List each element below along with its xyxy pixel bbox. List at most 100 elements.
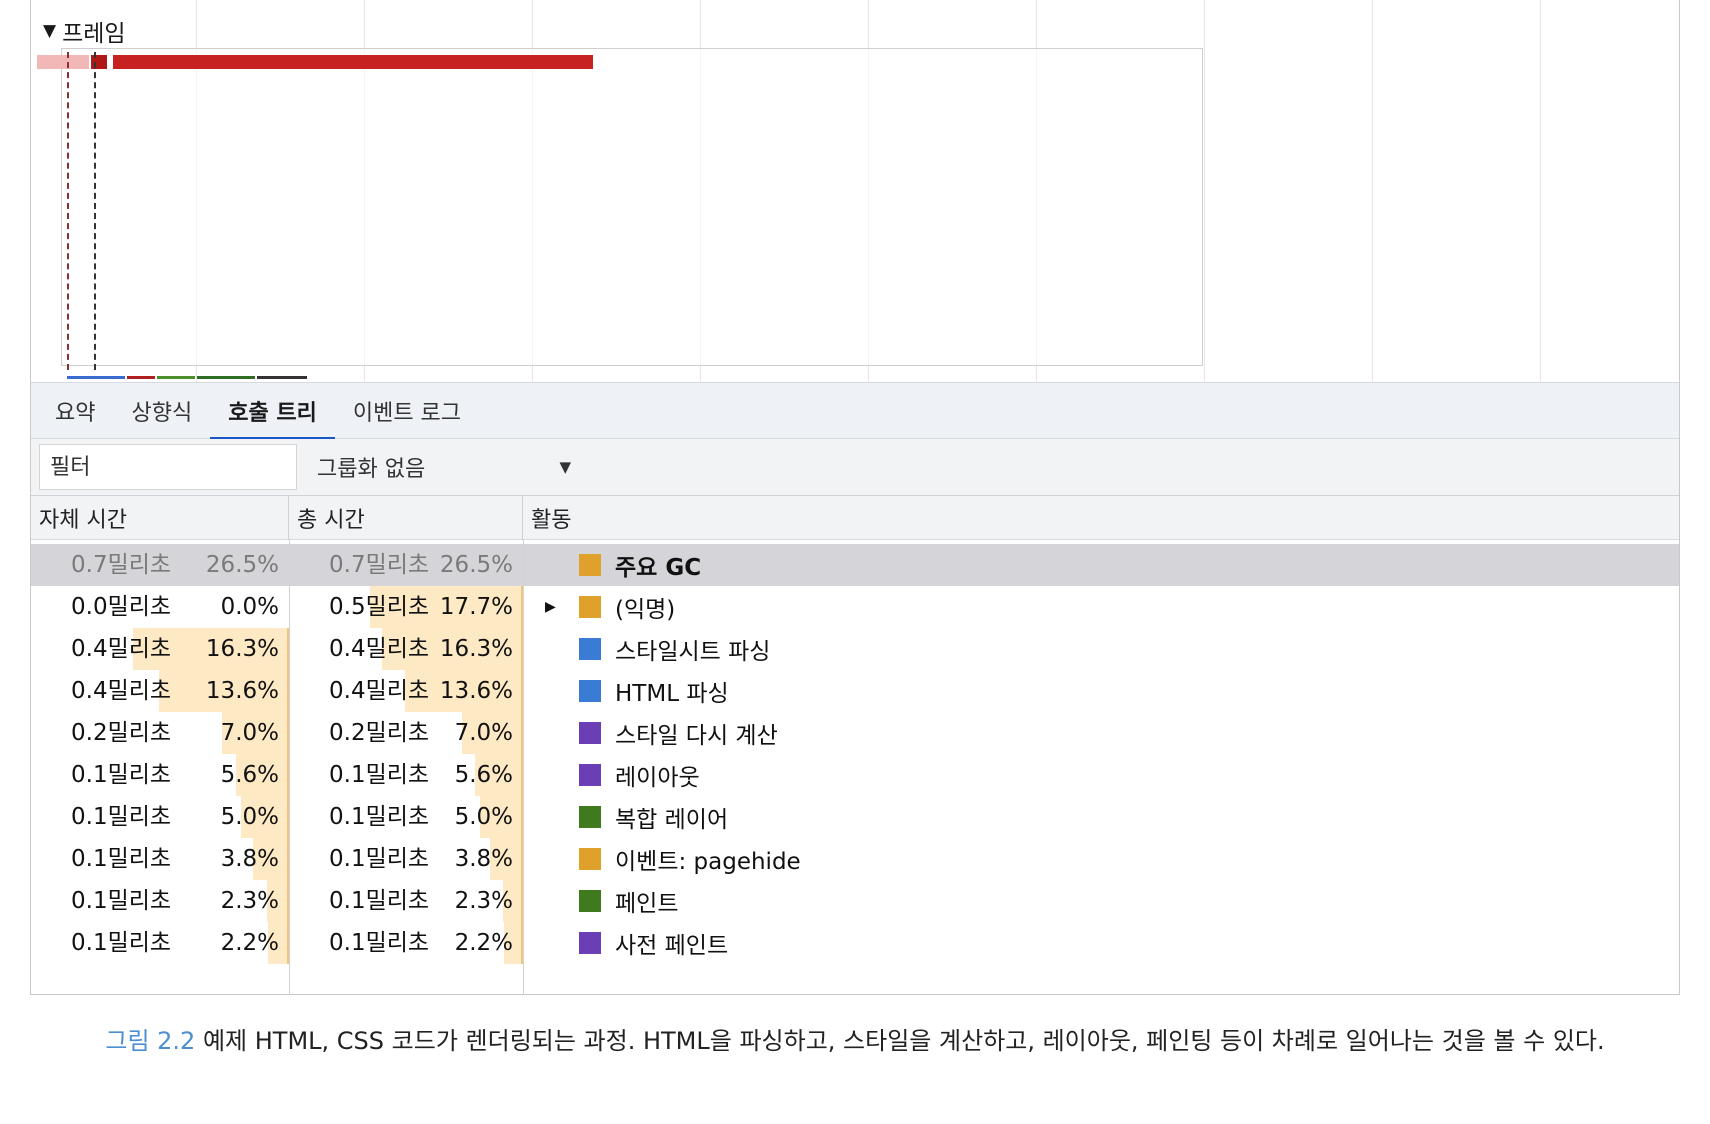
time-value: 0.0밀리초: [71, 594, 172, 620]
activity-label: 이벤트: pagehide: [615, 849, 801, 875]
activity-cell: ▶ (익명): [545, 586, 676, 628]
tab-event-log[interactable]: 이벤트 로그: [352, 400, 462, 426]
time-value: 0.1밀리초: [329, 804, 430, 830]
percent-value: 7.0%: [454, 720, 513, 746]
table-header: 자체 시간 총 시간 활동: [31, 496, 1679, 540]
table-row[interactable]: 0.2밀리초 7.0% 0.2밀리초 7.0% 스타일 다시 계산: [31, 712, 1679, 754]
percentage-bar: [504, 922, 523, 964]
frame-bar-faint[interactable]: [37, 55, 89, 69]
total-time-cell: 0.1밀리초 2.2%: [289, 922, 523, 964]
column-divider: [289, 540, 290, 995]
activity-label: 복합 레이어: [615, 807, 729, 833]
details-tabs: 요약 상향식 호출 트리 이벤트 로그: [31, 382, 1679, 440]
percent-value: 26.5%: [205, 552, 279, 578]
self-time-cell: 0.1밀리초 2.3%: [31, 880, 289, 922]
total-time-cell: 0.7밀리초 26.5%: [289, 544, 523, 586]
time-value: 0.2밀리초: [71, 720, 172, 746]
frame-bar-main[interactable]: [113, 55, 593, 69]
percent-value: 5.0%: [220, 804, 279, 830]
grouping-value: 그룹화 없음: [317, 457, 426, 482]
percent-value: 2.2%: [220, 930, 279, 956]
activity-cell: 사전 페인트: [579, 922, 728, 964]
column-header-self-time[interactable]: 자체 시간: [31, 496, 289, 540]
percent-value: 16.3%: [439, 636, 513, 662]
category-color-icon: [579, 638, 601, 660]
self-time-cell: 0.1밀리초 2.2%: [31, 922, 289, 964]
percentage-bar: [241, 796, 289, 838]
category-color-icon: [579, 764, 601, 786]
caption-text: 예제 HTML, CSS 코드가 렌더링되는 과정. HTML을 파싱하고, 스…: [195, 1027, 1605, 1055]
time-value: 0.1밀리초: [329, 762, 430, 788]
overview-bar: [67, 376, 125, 379]
collapse-triangle-icon[interactable]: ▼: [43, 21, 57, 41]
total-time-cell: 0.1밀리초 3.8%: [289, 838, 523, 880]
table-row[interactable]: 0.4밀리초 16.3% 0.4밀리초 16.3% 스타일시트 파싱: [31, 628, 1679, 670]
expand-triangle-icon[interactable]: ▶: [545, 599, 556, 615]
filter-input[interactable]: [39, 444, 297, 490]
total-time-cell: 0.1밀리초 5.6%: [289, 754, 523, 796]
percent-value: 2.2%: [454, 930, 513, 956]
percentage-bar: [222, 712, 289, 754]
activity-label: 페인트: [615, 891, 679, 917]
percent-value: 13.6%: [205, 678, 279, 704]
column-divider: [523, 540, 524, 995]
time-value: 0.1밀리초: [329, 846, 430, 872]
category-color-icon: [579, 554, 601, 576]
time-value: 0.4밀리초: [329, 678, 430, 704]
time-value: 0.1밀리초: [71, 846, 172, 872]
total-time-cell: 0.4밀리초 16.3%: [289, 628, 523, 670]
frames-header[interactable]: ▼ 프레임: [43, 14, 126, 48]
category-color-icon: [579, 806, 601, 828]
percent-value: 17.7%: [439, 594, 513, 620]
table-row[interactable]: 0.1밀리초 5.0% 0.1밀리초 5.0% 복합 레이어: [31, 796, 1679, 838]
activity-label: (익명): [615, 597, 676, 623]
activity-label: 스타일 다시 계산: [615, 723, 778, 749]
activity-label: 스타일시트 파싱: [615, 639, 771, 665]
activity-cell: 이벤트: pagehide: [579, 838, 801, 880]
figure-caption: 그림 2.2 예제 HTML, CSS 코드가 렌더링되는 과정. HTML을 …: [30, 1018, 1680, 1064]
activity-cell: 스타일 다시 계산: [579, 712, 778, 754]
table-row[interactable]: 0.1밀리초 3.8% 0.1밀리초 3.8% 이벤트: pagehide: [31, 838, 1679, 880]
self-time-cell: 0.1밀리초 5.6%: [31, 754, 289, 796]
percent-value: 2.3%: [220, 888, 279, 914]
marker-line: [67, 52, 69, 370]
time-value: 0.1밀리초: [71, 888, 172, 914]
frames-timeline[interactable]: ▼ 프레임: [31, 0, 1679, 382]
figure-label: 그림 2.2: [105, 1027, 196, 1055]
table-row[interactable]: 0.1밀리초 5.6% 0.1밀리초 5.6% 레이아웃: [31, 754, 1679, 796]
table-row[interactable]: 0.1밀리초 2.3% 0.1밀리초 2.3% 페인트: [31, 880, 1679, 922]
percentage-bar: [462, 712, 523, 754]
gridline: [1540, 0, 1541, 382]
time-value: 0.2밀리초: [329, 720, 430, 746]
tab-bottom-up[interactable]: 상향식: [131, 400, 193, 426]
activity-label: HTML 파싱: [615, 681, 729, 707]
table-row[interactable]: 0.0밀리초 0.0% 0.5밀리초 17.7% ▶ (익명): [31, 586, 1679, 628]
gridline: [1372, 0, 1373, 382]
total-time-cell: 0.4밀리초 13.6%: [289, 670, 523, 712]
tab-summary[interactable]: 요약: [55, 400, 96, 426]
self-time-cell: 0.1밀리초 3.8%: [31, 838, 289, 880]
percent-value: 3.8%: [220, 846, 279, 872]
activity-cell: 복합 레이어: [579, 796, 728, 838]
percent-value: 0.0%: [220, 594, 279, 620]
tab-call-tree[interactable]: 호출 트리: [210, 382, 335, 440]
column-header-total-time[interactable]: 총 시간: [289, 496, 523, 540]
percent-value: 3.8%: [454, 846, 513, 872]
self-time-cell: 0.1밀리초 5.0%: [31, 796, 289, 838]
grouping-select[interactable]: 그룹화 없음 ▼: [309, 444, 579, 490]
time-value: 0.4밀리초: [71, 636, 172, 662]
column-header-activity[interactable]: 활동: [531, 508, 572, 533]
percentage-bar: [490, 838, 523, 880]
percentage-bar: [253, 838, 289, 880]
self-time-cell: 0.0밀리초 0.0%: [31, 586, 289, 628]
activity-cell: 레이아웃: [579, 754, 700, 796]
percentage-bar: [475, 754, 523, 796]
call-tree-toolbar: 그룹화 없음 ▼: [31, 439, 1679, 496]
percentage-bar: [480, 796, 523, 838]
percentage-bar: [133, 628, 289, 670]
time-value: 0.7밀리초: [71, 552, 172, 578]
table-row[interactable]: 0.7밀리초 26.5% 0.7밀리초 26.5% 주요 GC: [31, 544, 1679, 586]
time-value: 0.4밀리초: [71, 678, 172, 704]
table-row[interactable]: 0.4밀리초 13.6% 0.4밀리초 13.6% HTML 파싱: [31, 670, 1679, 712]
table-row[interactable]: 0.1밀리초 2.2% 0.1밀리초 2.2% 사전 페인트: [31, 922, 1679, 964]
